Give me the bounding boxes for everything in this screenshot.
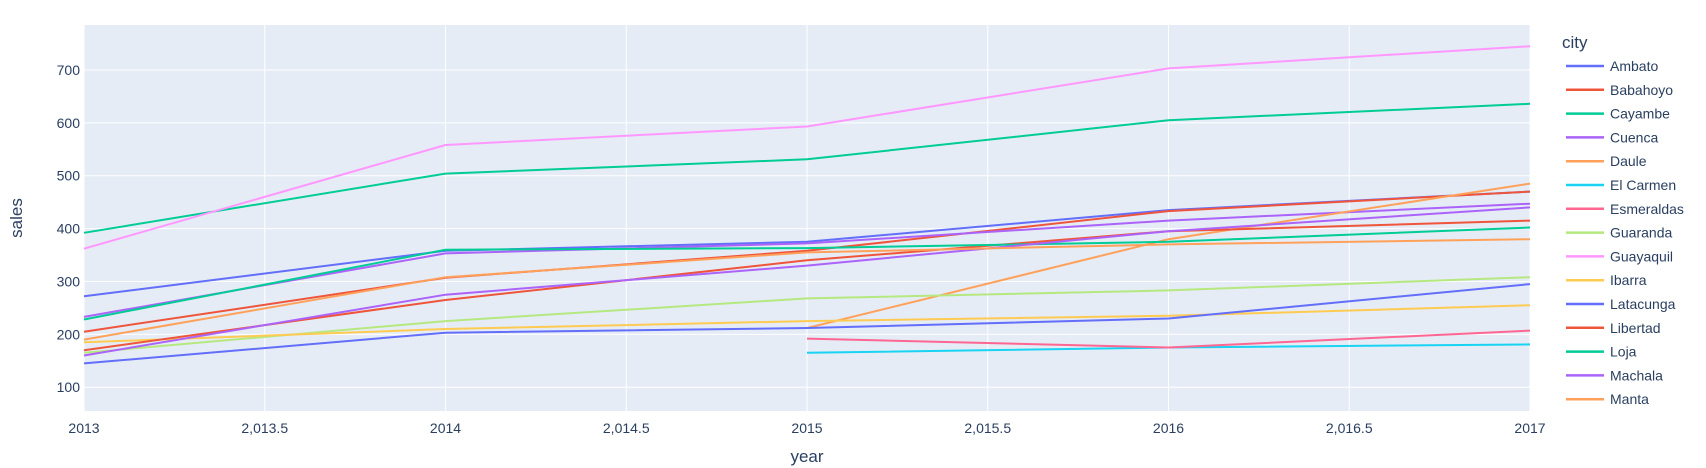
y-axis-ticks: 100 200 300 400 500 600 700 [57, 62, 81, 395]
legend-label: El Carmen [1610, 177, 1676, 193]
legend-item-cayambe[interactable]: Cayambe [1566, 106, 1670, 122]
x-axis-title: year [790, 447, 823, 466]
x-tick-label: 2013 [68, 420, 99, 436]
legend-item-daule[interactable]: Daule [1566, 153, 1647, 169]
legend-item-ibarra[interactable]: Ibarra [1566, 272, 1647, 288]
x-tick-label: 2,016.5 [1326, 420, 1373, 436]
legend-label: Ibarra [1610, 272, 1647, 288]
legend-item-machala[interactable]: Machala [1566, 367, 1663, 383]
legend-label: Guaranda [1610, 225, 1672, 241]
legend-item-latacunga[interactable]: Latacunga [1566, 296, 1676, 312]
y-axis-title: sales [7, 198, 26, 238]
y-tick-label: 400 [57, 221, 81, 237]
gridlines [83, 25, 1531, 411]
y-tick-label: 200 [57, 326, 81, 342]
x-tick-label: 2015 [791, 420, 822, 436]
legend-item-libertad[interactable]: Libertad [1566, 320, 1661, 336]
y-tick-label: 300 [57, 273, 81, 289]
legend-item-cuenca[interactable]: Cuenca [1566, 129, 1658, 145]
legend-title: city [1562, 33, 1588, 52]
legend-item-manta[interactable]: Manta [1566, 391, 1649, 407]
legend-label: Ambato [1610, 58, 1658, 74]
y-tick-label: 600 [57, 115, 81, 131]
legend-label: Loja [1610, 344, 1637, 360]
series-line-guaranda [83, 276, 1531, 354]
series-line-ibarra [83, 304, 1531, 344]
series-lines [83, 45, 1531, 365]
series-line-cayambe [83, 102, 1531, 234]
series-line-manta [83, 238, 1531, 341]
legend-item-ambato[interactable]: Ambato [1566, 58, 1658, 74]
y-tick-label: 700 [57, 62, 81, 78]
legend-item-guaranda[interactable]: Guaranda [1566, 225, 1672, 241]
legend-label: Guayaquil [1610, 248, 1673, 264]
series-line-guayaquil [83, 45, 1531, 250]
series-line-machala [83, 206, 1531, 357]
x-axis-ticks: 2013 2,013.5 2014 2,014.5 2015 2,015.5 2016 2,0… [68, 420, 1545, 436]
legend-item-esmeraldas[interactable]: Esmeraldas [1566, 201, 1684, 217]
x-tick-label: 2014 [430, 420, 461, 436]
y-tick-label: 500 [57, 168, 81, 184]
legend-item-guayaquil[interactable]: Guayaquil [1566, 248, 1673, 264]
x-tick-label: 2,015.5 [964, 420, 1011, 436]
series-line-libertad [83, 219, 1531, 352]
legend-label: Cayambe [1610, 106, 1670, 122]
legend-label: Babahoyo [1610, 82, 1673, 98]
series-line-cuenca [83, 202, 1531, 318]
legend-item-babahoyo[interactable]: Babahoyo [1566, 82, 1673, 98]
legend-label: Libertad [1610, 320, 1661, 336]
series-line-daule [806, 182, 1531, 329]
series-line-esmeraldas [806, 329, 1531, 349]
legend-label: Daule [1610, 153, 1647, 169]
legend-label: Machala [1610, 367, 1663, 383]
legend[interactable]: Ambato Babahoyo Cayambe Cuenca Daule El Carme… [1566, 58, 1684, 407]
series-line-latacunga [83, 283, 1531, 365]
series-line-babahoyo [83, 190, 1531, 333]
y-tick-label: 100 [57, 379, 81, 395]
x-tick-label: 2,013.5 [241, 420, 288, 436]
legend-label: Latacunga [1610, 296, 1676, 312]
legend-item-loja[interactable]: Loja [1566, 344, 1637, 360]
series-line-loja [83, 226, 1531, 321]
x-tick-label: 2017 [1514, 420, 1545, 436]
legend-label: Esmeraldas [1610, 201, 1684, 217]
legend-label: Cuenca [1610, 129, 1658, 145]
legend-label: Manta [1610, 391, 1649, 407]
legend-item-el-carmen[interactable]: El Carmen [1566, 177, 1676, 193]
x-tick-label: 2,014.5 [603, 420, 650, 436]
x-tick-label: 2016 [1153, 420, 1184, 436]
